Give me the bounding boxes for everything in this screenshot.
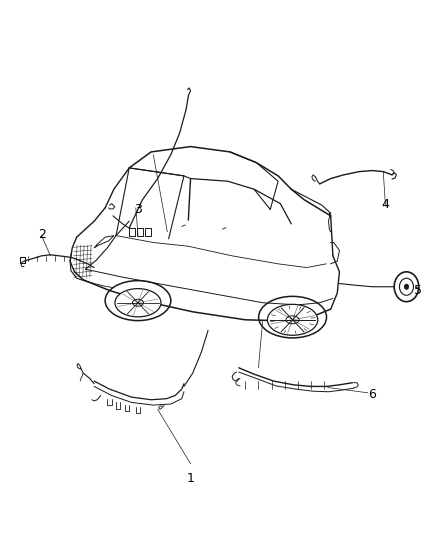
Ellipse shape [132, 300, 143, 306]
Text: 2: 2 [38, 228, 46, 241]
Ellipse shape [267, 304, 318, 335]
Circle shape [404, 284, 409, 289]
Ellipse shape [115, 289, 161, 317]
Text: 4: 4 [381, 198, 389, 211]
Text: 6: 6 [368, 388, 376, 401]
Text: 3: 3 [134, 203, 142, 216]
Text: 5: 5 [414, 284, 422, 297]
Text: 1: 1 [187, 472, 194, 484]
Ellipse shape [286, 316, 299, 324]
